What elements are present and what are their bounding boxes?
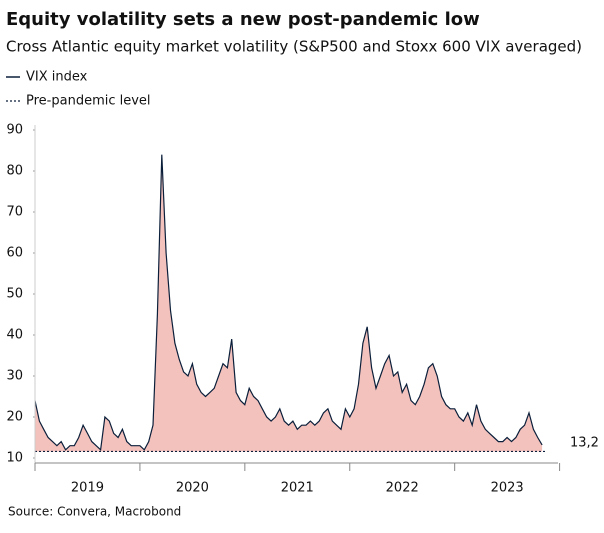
y-tick-label: 60 [6, 246, 23, 261]
source-note: Source: Convera, Macrobond [8, 505, 181, 519]
x-tick-label: 2019 [71, 481, 104, 496]
area [35, 154, 543, 452]
x-tick-label: 2023 [491, 481, 524, 496]
line [34, 154, 543, 452]
legend-label: VIX index [26, 70, 88, 85]
chart-title: Equity volatility sets a new post-pandem… [6, 9, 480, 30]
x-tick-label: 2022 [386, 481, 419, 496]
x-tick-label: 2020 [176, 481, 209, 496]
y-tick-label: 50 [6, 287, 23, 302]
y-tick-label: 70 [6, 205, 23, 220]
y-tick-label: 80 [6, 164, 23, 179]
y-tick-label: 30 [6, 369, 23, 384]
y-tick-label: 90 [6, 123, 23, 138]
chart-subtitle: Cross Atlantic equity market volatility … [6, 38, 582, 56]
y-tick-label: 20 [6, 410, 23, 425]
last-value-label: 13,2 [570, 435, 599, 450]
y-tick-label: 40 [6, 328, 23, 343]
y-tick-label: 10 [6, 451, 23, 466]
x-tick-label: 2021 [281, 481, 314, 496]
legend-label: Pre-pandemic level [26, 94, 151, 109]
